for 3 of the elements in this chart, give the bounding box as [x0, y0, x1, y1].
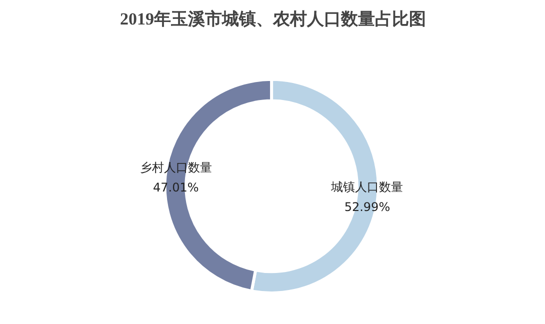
chart-title: 2019年玉溪市城镇、农村人口数量占比图	[120, 10, 426, 28]
slice-label: 城镇人口数量	[330, 180, 404, 194]
data-label: 52.99%	[344, 200, 390, 214]
